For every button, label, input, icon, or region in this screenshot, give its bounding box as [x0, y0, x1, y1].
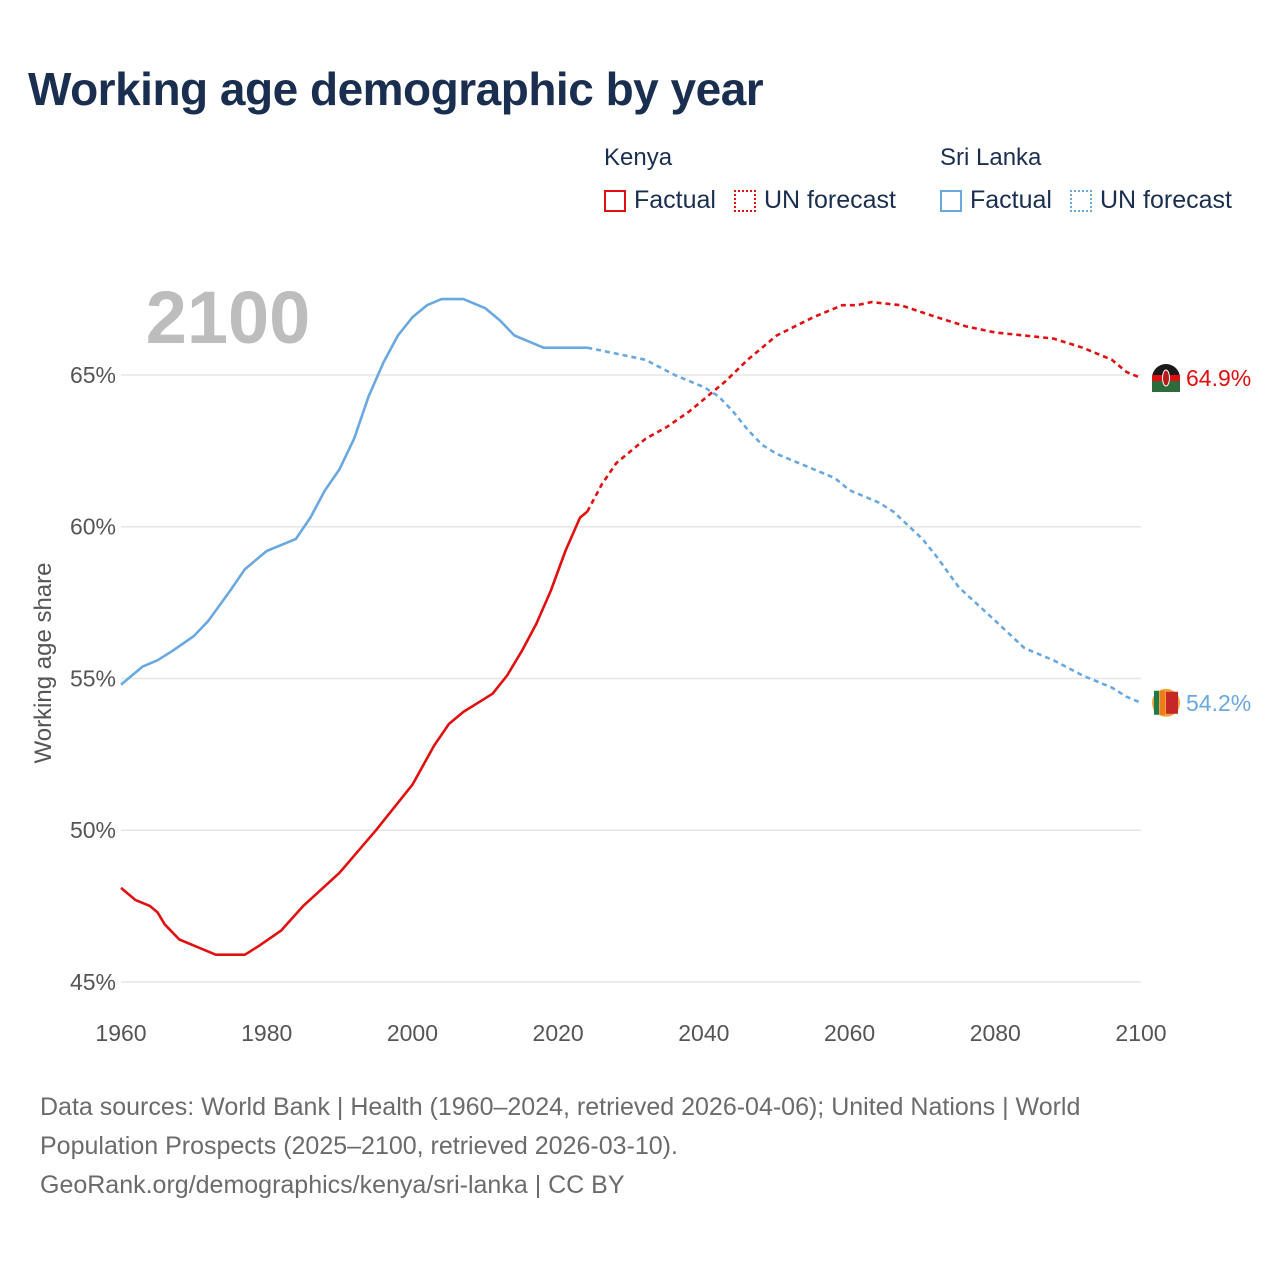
sri-lanka-end-value-label: 54.2% [1186, 690, 1251, 716]
legend-kenya-label: Kenya [604, 144, 673, 171]
sri-lanka-forecast-line [587, 346, 1142, 704]
legend-srilanka: Sri Lanka Factual UN forecast [940, 144, 1250, 215]
legend-srilanka-forecast-label: UN forecast [1099, 186, 1232, 214]
footer-source-line-1: Data sources: World Bank | Health (1960–… [40, 1093, 1081, 1121]
footer: Data sources: World Bank | Health (1960–… [40, 1088, 1220, 1205]
kenya-flag-icon [1152, 364, 1180, 393]
sri-lanka-factual-line [120, 297, 588, 686]
year-watermark: 2100 [146, 276, 311, 359]
kenya-forecast-line [586, 300, 1142, 513]
x-tick-label-2040: 2040 [678, 1020, 729, 1046]
y-tick-label-55: 55% [70, 665, 116, 691]
y-tick-label-60: 60% [70, 514, 116, 540]
legend-kenya-forecast[interactable]: UN forecast [733, 186, 896, 215]
footer-source-line-2: Population Prospects (2025–2100, retriev… [40, 1132, 678, 1160]
kenya-factual-swatch [604, 189, 626, 212]
legend-srilanka-factual-label: Factual [970, 186, 1052, 214]
x-tick-label-1980: 1980 [241, 1020, 292, 1046]
legend-srilanka-forecast[interactable]: UN forecast [1069, 186, 1232, 215]
kenya-end-value-label: 64.9% [1186, 365, 1251, 391]
kenya-forecast-swatch [733, 189, 756, 212]
x-tick-label-2060: 2060 [824, 1020, 875, 1046]
x-tick-label-2020: 2020 [533, 1020, 584, 1046]
legend-kenya: Kenya Factual UN forecast [604, 144, 914, 215]
x-tick-label-2080: 2080 [970, 1020, 1021, 1046]
legend-kenya-factual[interactable]: Factual [604, 186, 716, 215]
y-tick-label-50: 50% [70, 817, 116, 843]
x-tick-label-2000: 2000 [387, 1020, 438, 1046]
y-tick-label-65: 65% [70, 362, 116, 388]
legend-kenya-factual-label: Factual [634, 186, 716, 214]
x-tick-label-1960: 1960 [95, 1020, 146, 1046]
footer-credit: GeoRank.org/demographics/kenya/sri-lanka… [40, 1171, 625, 1199]
y-tick-label-45: 45% [70, 969, 116, 995]
srilanka-factual-swatch [940, 189, 962, 212]
kenya-factual-line [120, 510, 589, 956]
srilanka-forecast-swatch [1069, 189, 1092, 212]
legend-srilanka-label: Sri Lanka [940, 144, 1042, 171]
sri-lanka-flag-icon [1152, 688, 1180, 717]
chart-title: Working age demographic by year [28, 63, 764, 115]
legend-kenya-forecast-label: UN forecast [763, 186, 896, 214]
x-tick-label-2100: 2100 [1115, 1020, 1166, 1046]
legend-srilanka-factual[interactable]: Factual [940, 186, 1052, 215]
y-axis-title: Working age share [30, 563, 57, 764]
